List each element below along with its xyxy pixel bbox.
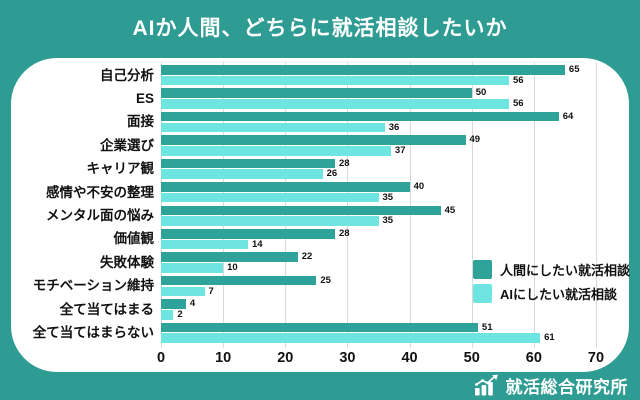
category-label: ES <box>135 90 154 106</box>
bar-human <box>161 135 466 145</box>
category-label: 失敗体験 <box>100 254 154 270</box>
legend-label-ai: AIにしたい就活相談 <box>500 287 618 302</box>
bar-ai <box>161 146 391 156</box>
axis-tick-label: 70 <box>587 350 605 366</box>
value-label: 28 <box>339 157 350 169</box>
gridline <box>471 62 473 348</box>
value-label: 10 <box>227 262 238 274</box>
value-label: 28 <box>339 227 350 239</box>
gridline <box>285 62 287 348</box>
axis-tick-label: 10 <box>215 350 232 366</box>
plot-area: 自己分析 ES 面接企業選びキャリア観感情や不安の整理 メンタル面の悩み価値観失敗体験… <box>11 58 629 372</box>
bar-human <box>161 111 559 122</box>
brand-logo: 就活総合研究所 <box>474 373 629 397</box>
value-label: 65 <box>568 64 580 75</box>
bar-ai <box>161 99 509 109</box>
bar-ai <box>161 192 379 203</box>
category-label: モチベーション維持 <box>32 278 154 294</box>
bar-ai <box>161 263 224 273</box>
gridline <box>347 62 349 348</box>
chart-legend: 人間にしたい就活相談 AIにしたい就活相談 <box>473 260 630 308</box>
category-label: 全て当てはまる <box>59 301 154 317</box>
bar-ai <box>161 122 385 133</box>
bar-human <box>161 205 441 216</box>
gridline <box>223 62 225 348</box>
value-label: 56 <box>513 98 524 110</box>
value-label: 36 <box>388 121 400 133</box>
axis-tick-label: 60 <box>525 350 542 366</box>
axis-tick-label: 30 <box>339 350 356 366</box>
bar-human <box>161 182 410 192</box>
bar-human <box>161 88 472 98</box>
value-label: 25 <box>320 274 331 286</box>
category-label: 面接 <box>127 114 154 130</box>
category-label: キャリア観 <box>86 161 155 177</box>
value-label: 61 <box>544 332 555 344</box>
bar-human <box>161 65 565 75</box>
value-label: 26 <box>326 168 338 180</box>
gridline <box>161 62 162 348</box>
value-label: 64 <box>562 110 574 122</box>
bar-ai <box>161 333 541 343</box>
chart-title: AIか人間、どちらに就活相談したいか <box>132 17 508 40</box>
growth-chart-icon <box>474 374 498 396</box>
bar-human <box>161 322 478 333</box>
category-label: 自己分析 <box>100 67 154 83</box>
value-label: 50 <box>475 87 487 99</box>
value-label: 35 <box>382 215 394 227</box>
axis-tick-label: 20 <box>277 350 294 366</box>
value-label: 2 <box>177 308 183 320</box>
category-label: 企業選び <box>100 137 154 153</box>
value-label: 45 <box>444 204 456 216</box>
bar-ai <box>161 309 174 320</box>
category-label: 全て当てはまらない <box>32 325 154 341</box>
legend-item-ai: AIにしたい就活相談 <box>473 284 630 303</box>
gridline <box>533 62 535 348</box>
value-label: 51 <box>481 321 493 333</box>
legend-swatch-ai <box>473 284 492 303</box>
gridline <box>596 62 597 348</box>
bar-human <box>161 228 335 239</box>
category-label: 感情や不安の整理 <box>46 184 154 200</box>
value-label: 14 <box>252 238 263 250</box>
bar-ai <box>161 239 248 250</box>
legend-item-human: 人間にしたい就活相談 <box>473 260 630 279</box>
axis-tick-label: 50 <box>463 350 480 366</box>
gridline <box>409 62 411 348</box>
axis-tick-label: 0 <box>156 350 166 366</box>
legend-swatch-human <box>473 260 492 279</box>
value-label: 40 <box>413 181 425 193</box>
value-label: 7 <box>208 285 214 297</box>
category-label: メンタル面の悩み <box>46 208 154 223</box>
chart-card: 自己分析 ES 面接企業選びキャリア観感情や不安の整理 メンタル面の悩み価値観失敗体験… <box>11 58 630 372</box>
bar-ai <box>161 286 205 297</box>
bar-ai <box>161 216 379 226</box>
bar-ai <box>161 169 323 180</box>
value-label: 35 <box>382 191 394 203</box>
bar-human <box>161 275 317 286</box>
value-label: 22 <box>301 251 313 263</box>
value-label: 37 <box>394 145 406 157</box>
bar-human <box>161 158 335 169</box>
axis-tick-label: 40 <box>401 350 418 366</box>
bar-human <box>161 299 186 309</box>
value-label: 4 <box>189 298 196 310</box>
category-label: 価値観 <box>113 231 155 247</box>
value-label: 56 <box>513 74 524 86</box>
brand-name: 就活総合研究所 <box>505 377 628 397</box>
bar-human <box>161 252 298 262</box>
value-label: 49 <box>469 134 481 146</box>
bar-ai <box>161 75 509 86</box>
legend-label-human: 人間にしたい就活相談 <box>500 263 631 278</box>
